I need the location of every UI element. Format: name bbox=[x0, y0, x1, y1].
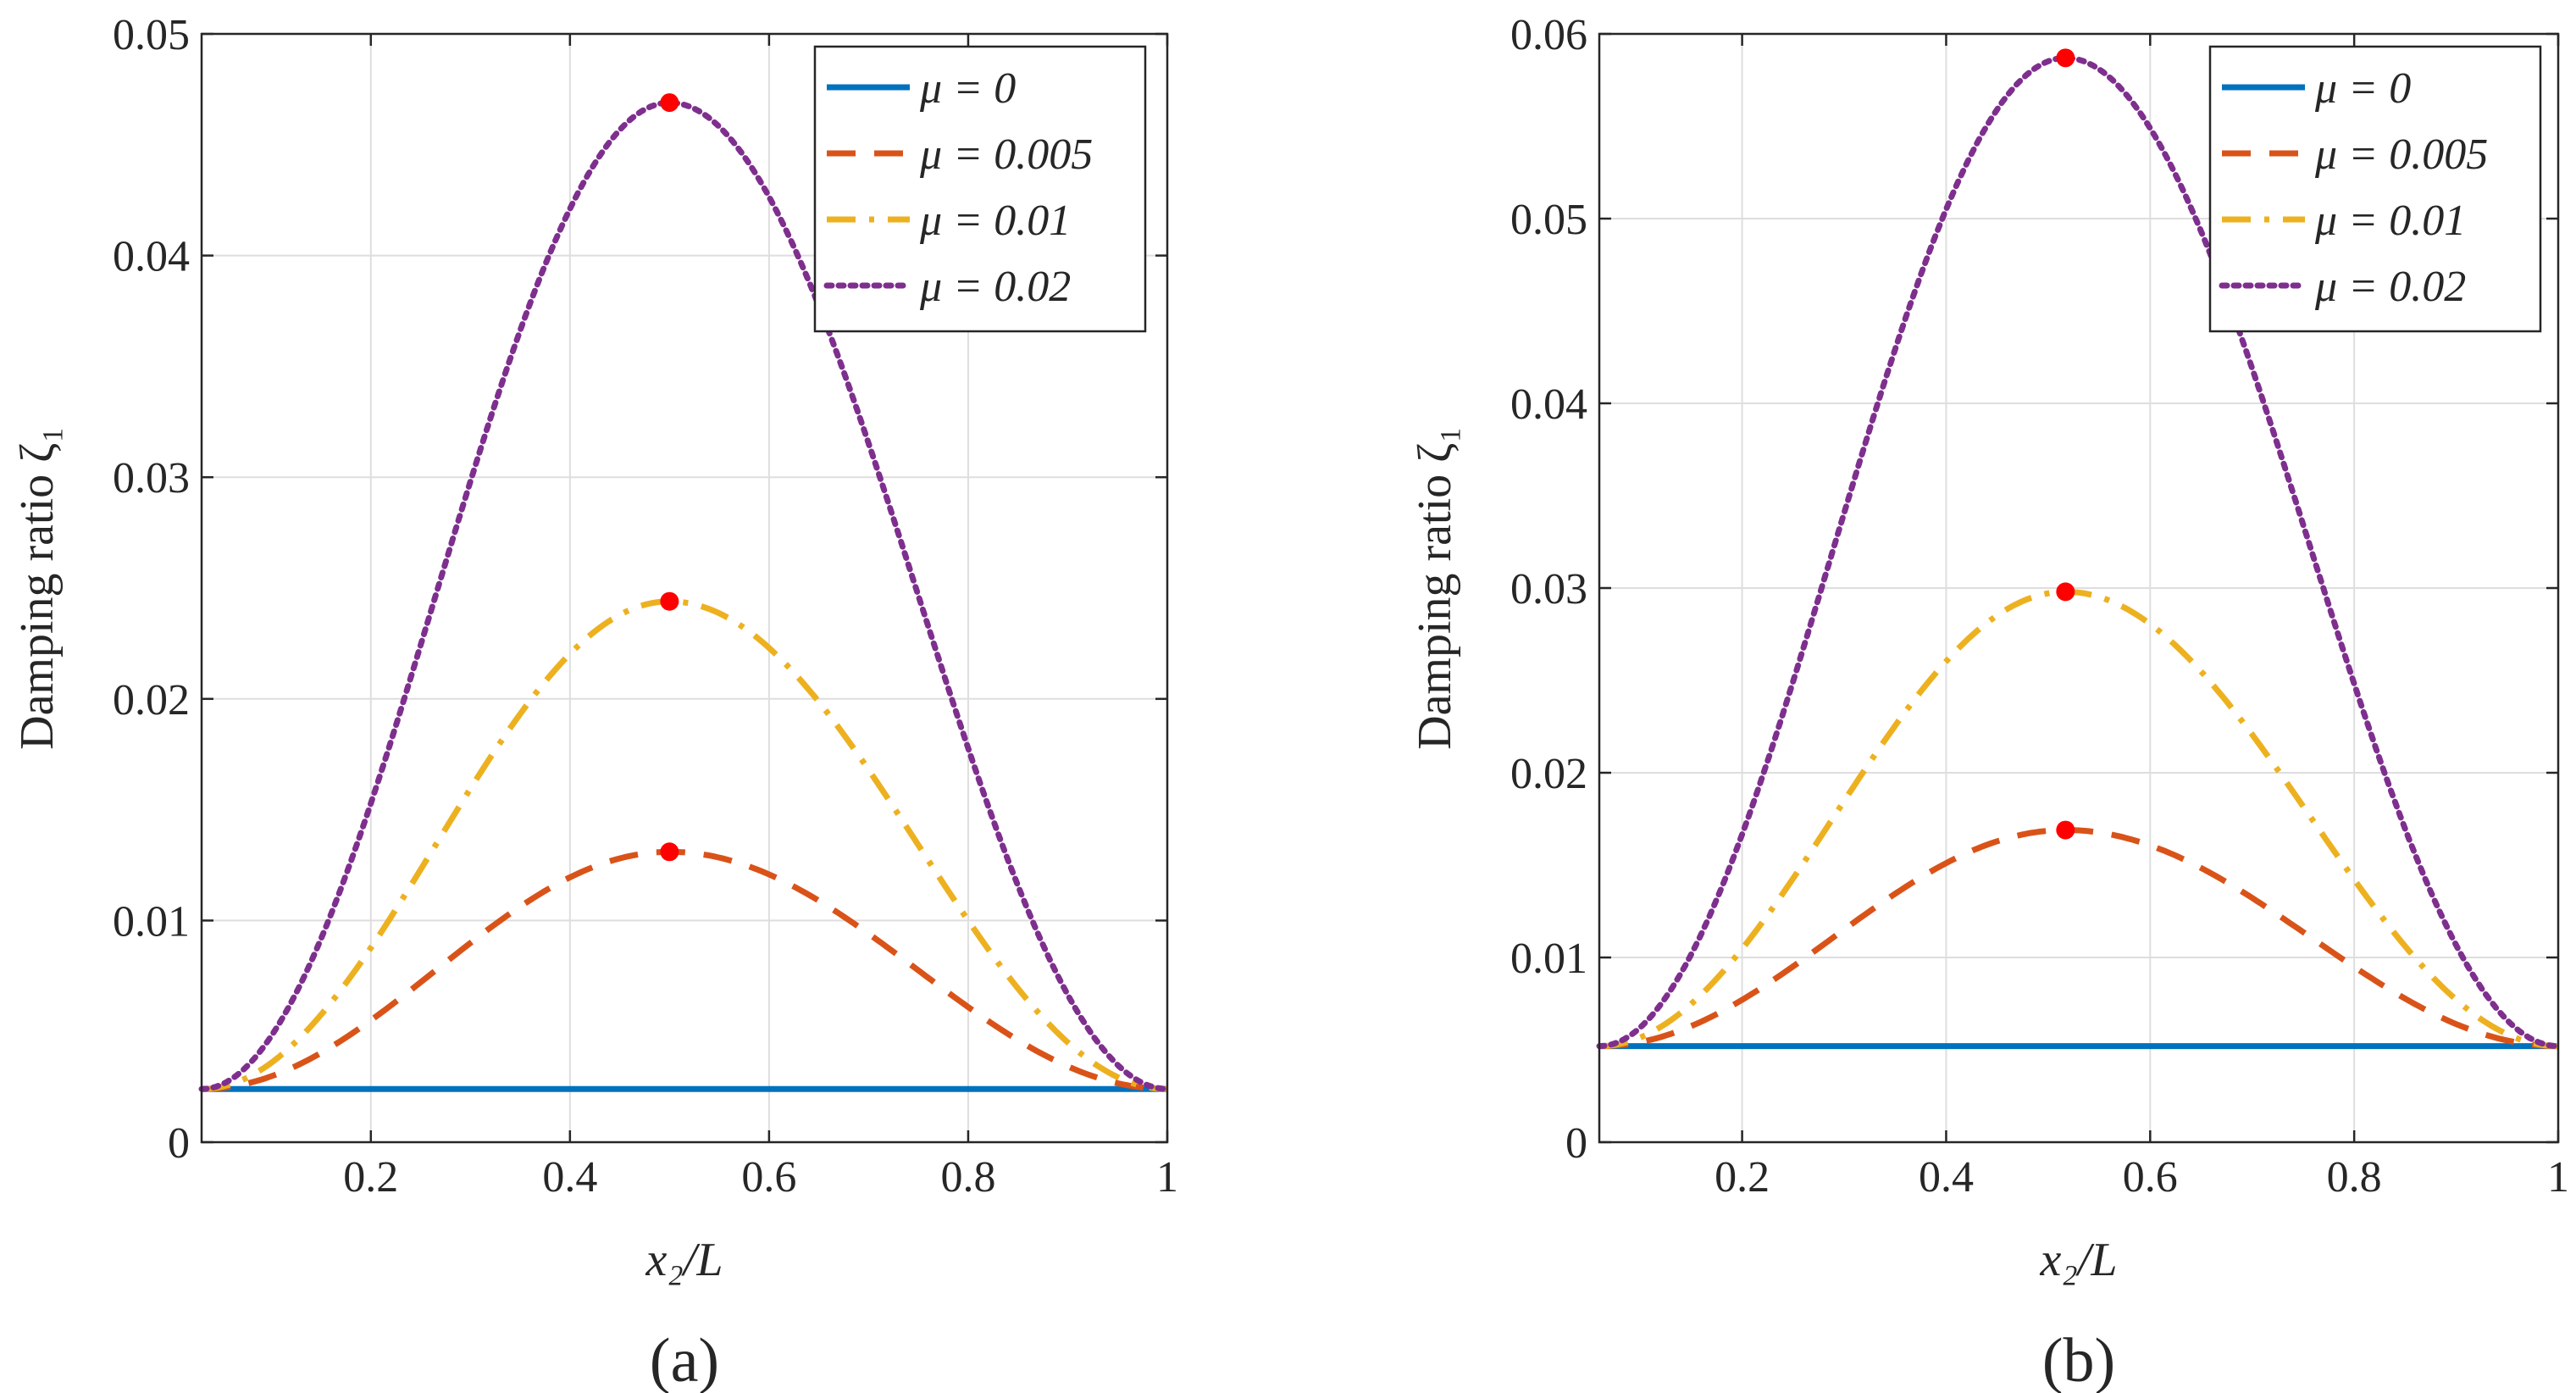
x-tick-label: 1 bbox=[2547, 1153, 2569, 1202]
x-axis-label: x₂/L bbox=[2039, 1234, 2117, 1286]
legend-label-3: μ = 0.02 bbox=[2314, 263, 2466, 311]
legend-label-0: μ = 0 bbox=[919, 64, 1016, 113]
series-line-3 bbox=[1596, 54, 2562, 1050]
legend-label-2: μ = 0.01 bbox=[2314, 197, 2466, 245]
legend: μ = 0 μ = 0.005 μ = 0.01 μ = 0.02 bbox=[813, 45, 1147, 333]
y-tick-label: 0.04 bbox=[1510, 380, 1587, 429]
y-tick-label: 0.02 bbox=[113, 676, 190, 724]
panel-label: (b) bbox=[2042, 1326, 2115, 1393]
panel-label: (a) bbox=[650, 1326, 719, 1393]
y-tick-label: 0.05 bbox=[1510, 196, 1587, 244]
x-tick-label: 0.2 bbox=[1715, 1153, 1770, 1202]
y-tick-label: 0.03 bbox=[113, 454, 190, 502]
panel-b: 0.2 0.4 0.6 0.8 1 0 0.01 0.02 0.03 0.04 0.05 0.06 x₂… bbox=[1409, 11, 2569, 1393]
x-tick-label: 0.6 bbox=[741, 1153, 796, 1202]
legend: μ = 0 μ = 0.005 μ = 0.01 μ = 0.02 bbox=[2208, 45, 2542, 333]
peak-marker-1 bbox=[2056, 820, 2075, 840]
x-tick-label: 1 bbox=[1156, 1153, 1178, 1202]
x-tick-label: 0.8 bbox=[2327, 1153, 2382, 1202]
legend-box bbox=[2208, 45, 2542, 333]
series-line-2 bbox=[201, 598, 1168, 1092]
legend-label-3: μ = 0.02 bbox=[919, 263, 1071, 311]
legend-label-1: μ = 0.005 bbox=[2314, 130, 2488, 179]
legend-label-1: μ = 0.005 bbox=[919, 130, 1093, 179]
y-axis-label: Damping ratio ζ₁ bbox=[11, 426, 64, 750]
x-axis-label: x₂/L bbox=[645, 1234, 723, 1286]
x-tick-label: 0.2 bbox=[343, 1153, 398, 1202]
y-tick-label: 0.06 bbox=[1510, 11, 1587, 59]
panel-a: 0.2 0.4 0.6 0.8 1 0 0.01 0.02 0.03 0.04 0.05 x₂/L Da… bbox=[11, 11, 1178, 1393]
legend-label-2: μ = 0.01 bbox=[919, 197, 1071, 245]
y-tick-label: 0.05 bbox=[113, 11, 190, 59]
series-line-1 bbox=[201, 848, 1167, 1092]
x-tick-label: 0.4 bbox=[1919, 1153, 1974, 1202]
x-tick-label: 0.6 bbox=[2123, 1153, 2178, 1202]
peak-marker-2 bbox=[660, 591, 679, 611]
peak-marker-1 bbox=[660, 842, 679, 862]
peak-marker-3 bbox=[660, 93, 679, 113]
axes-box bbox=[200, 32, 1169, 1144]
peak-marker-3 bbox=[2056, 48, 2075, 68]
series-line-1 bbox=[1599, 827, 2558, 1050]
legend-label-0: μ = 0 bbox=[2314, 64, 2411, 113]
peak-marker-2 bbox=[2056, 582, 2075, 602]
y-axis-label: Damping ratio ζ₁ bbox=[1409, 426, 1461, 750]
x-tick-label: 0.8 bbox=[940, 1153, 995, 1202]
series-line-2 bbox=[1598, 588, 2559, 1050]
y-tick-label: 0.03 bbox=[1510, 565, 1587, 613]
x-tick-label: 0.4 bbox=[542, 1153, 597, 1202]
y-tick-label: 0 bbox=[168, 1119, 190, 1168]
y-tick-label: 0.01 bbox=[113, 897, 190, 946]
series-line-3 bbox=[198, 99, 1171, 1092]
legend-box bbox=[813, 45, 1147, 333]
y-tick-label: 0.02 bbox=[1510, 750, 1587, 798]
y-tick-label: 0.01 bbox=[1510, 935, 1587, 983]
y-tick-label: 0 bbox=[1565, 1119, 1587, 1168]
y-tick-label: 0.04 bbox=[113, 233, 190, 281]
